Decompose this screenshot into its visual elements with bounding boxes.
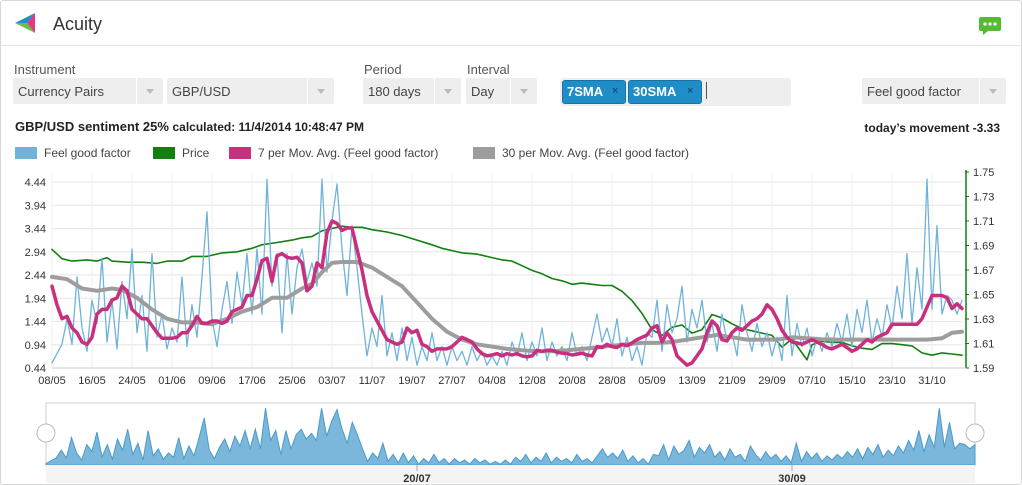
indicator-tag-input[interactable]: 7SMA × 30SMA × <box>560 78 791 106</box>
legend-item-price[interactable]: Price <box>153 146 209 160</box>
chevron-down-icon <box>136 78 163 104</box>
chat-bubble-icon[interactable] <box>979 16 1001 41</box>
legend-item-feel-good[interactable]: Feel good factor <box>15 146 131 160</box>
legend-label: Price <box>182 146 210 160</box>
chevron-down-icon <box>510 78 537 104</box>
interval-label: Interval <box>467 62 510 77</box>
period-value: 180 days <box>368 84 421 99</box>
interval-value: Day <box>471 84 495 99</box>
acuity-logo-icon <box>15 13 37 38</box>
sentiment-title: GBP/USD sentiment 25% <box>15 119 169 134</box>
tag-30sma[interactable]: 30SMA × <box>628 80 702 104</box>
legend-swatch <box>229 147 251 159</box>
instrument-type-value: Currency Pairs <box>18 84 104 99</box>
chevron-down-icon <box>307 78 334 104</box>
tag-7sma[interactable]: 7SMA × <box>562 80 626 104</box>
period-label: Period <box>364 62 402 77</box>
app-title: Acuity <box>53 14 103 34</box>
title-bar: Acuity <box>1 1 1020 46</box>
legend-swatch <box>15 147 37 159</box>
legend-swatch <box>153 147 175 159</box>
instrument-type-select[interactable]: Currency Pairs <box>13 78 163 104</box>
tag-label: 7SMA <box>567 84 604 99</box>
factor-select[interactable]: Feel good factor <box>862 78 1006 104</box>
calculated-timestamp: calculated: 11/4/2014 10:48:47 PM <box>172 120 364 134</box>
instrument-label: Instrument <box>14 62 76 77</box>
remove-tag-icon[interactable]: × <box>687 85 694 97</box>
instrument-value: GBP/USD <box>172 84 231 99</box>
sentiment-headline: GBP/USD sentiment 25% calculated: 11/4/2… <box>15 119 364 134</box>
interval-select[interactable]: Day <box>466 78 537 104</box>
text-cursor <box>706 82 707 99</box>
legend-item-sma7[interactable]: 7 per Mov. Avg. (Feel good factor) <box>229 146 438 160</box>
chevron-down-icon <box>434 78 461 104</box>
legend-label: Feel good factor <box>44 146 131 160</box>
instrument-select[interactable]: GBP/USD <box>167 78 334 104</box>
todays-movement: today’s movement -3.33 <box>864 121 1000 135</box>
period-select[interactable]: 180 days <box>363 78 461 104</box>
chevron-down-icon <box>979 78 1006 104</box>
legend-label: 7 per Mov. Avg. (Feel good factor) <box>258 146 439 160</box>
factor-value: Feel good factor <box>867 84 961 99</box>
tag-label: 30SMA <box>633 84 677 99</box>
legend-swatch <box>473 147 495 159</box>
legend-item-sma30[interactable]: 30 per Mov. Avg. (Feel good factor) <box>473 146 689 160</box>
legend-label: 30 per Mov. Avg. (Feel good factor) <box>502 146 689 160</box>
remove-tag-icon[interactable]: × <box>612 85 619 97</box>
